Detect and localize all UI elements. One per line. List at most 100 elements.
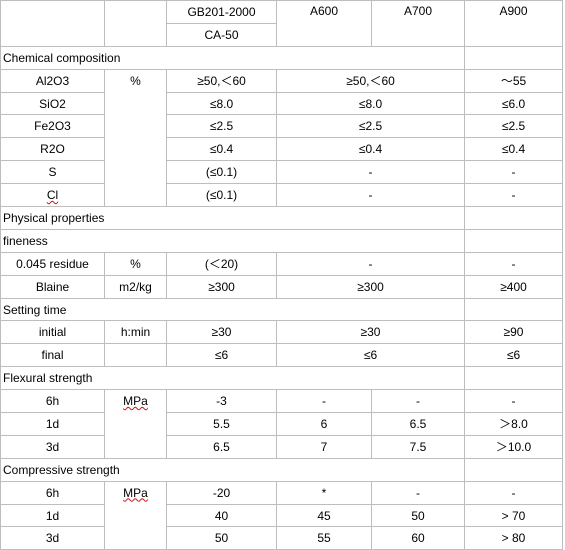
a600-value: 55 [276, 526, 372, 550]
table-row: 3d 50 55 60 > 80 [0, 526, 563, 550]
a600-value: 45 [276, 503, 372, 528]
a700-value: 60 [371, 526, 465, 550]
row-label: 3d [0, 526, 105, 550]
section-flexural: Flexural strength [0, 366, 465, 391]
section-row: Chemical composition [0, 45, 563, 70]
section-compressive: Compressive strength [0, 457, 465, 482]
unit-cell [104, 343, 167, 368]
section-row: Physical properties [0, 206, 563, 230]
gb-value: ≤8.0 [166, 91, 277, 116]
a600-a700-value: - [276, 183, 465, 208]
a900-value: ≤6 [464, 343, 563, 368]
a900-value: ＞10.0 [464, 434, 563, 459]
row-label: 0.045 residue [0, 251, 105, 276]
a600-value: - [276, 389, 372, 414]
table-row: 1d 40 45 50 > 70 [0, 503, 563, 528]
table-row: Cl (≤0.1) - - [0, 183, 563, 208]
header-blank-cell [0, 0, 105, 47]
table-row: SiO2 ≤8.0 ≤8.0 ≤6.0 [0, 91, 563, 116]
row-label: Fe2O3 [0, 114, 105, 139]
blank-cell [464, 228, 563, 253]
a700-value: 50 [371, 503, 465, 528]
header-blank-cell [104, 0, 167, 47]
a600-a700-value: - [276, 251, 465, 276]
row-label: 6h [0, 389, 105, 414]
unit-text: MPa [123, 485, 148, 500]
table-row: initial h:min ≥30 ≥30 ≥90 [0, 320, 563, 345]
blank-cell [464, 457, 563, 482]
header-a900: A900 [464, 0, 563, 47]
table-row: Fe2O3 ≤2.5 ≤2.5 ≤2.5 [0, 114, 563, 139]
table-row: final ≤6 ≤6 ≤6 [0, 343, 563, 368]
gb-value: ≥50,＜60 [166, 68, 277, 93]
a600-a700-value: ≥50,＜60 [276, 68, 465, 93]
gb-value: -20 [166, 480, 277, 505]
unit-cell: h:min [104, 320, 167, 345]
gb-value: (≤0.1) [166, 160, 277, 185]
gb-value: -3 [166, 389, 277, 414]
header-standard: GB201-2000 [166, 0, 277, 24]
a700-value: 6.5 [371, 412, 465, 436]
a900-value: ≤0.4 [464, 137, 563, 162]
a900-value: - [464, 251, 563, 276]
a900-value: ≤6.0 [464, 91, 563, 116]
a900-value: - [464, 389, 563, 414]
row-label: SiO2 [0, 91, 105, 116]
unit-cell: % [104, 68, 167, 208]
gb-value: 50 [166, 526, 277, 550]
a600-value: 7 [276, 434, 372, 459]
row-label: initial [0, 320, 105, 345]
gb-value: (＜20) [166, 251, 277, 276]
a900-value: - [464, 160, 563, 185]
row-label: 1d [0, 503, 105, 528]
unit-cell: % [104, 251, 167, 276]
header-a600: A600 [276, 0, 372, 47]
section-fineness: fineness [0, 228, 465, 253]
table-row: Al2O3 % ≥50,＜60 ≥50,＜60 ～55 [0, 68, 563, 208]
unit-cell: MPa [104, 480, 167, 550]
section-row: Setting time [0, 297, 563, 322]
a600-a700-value: - [276, 160, 465, 185]
row-label: 3d [0, 434, 105, 459]
row-label: Cl [0, 183, 105, 208]
a900-value: ＞8.0 [464, 412, 563, 436]
a600-a700-value: ≤2.5 [276, 114, 465, 139]
gb-value: (≤0.1) [166, 183, 277, 208]
gb-value: 6.5 [166, 434, 277, 459]
a600-value: * [276, 480, 372, 505]
table-row: 6h MPa -20 * - - [0, 480, 563, 550]
a600-a700-value: ≤8.0 [276, 91, 465, 116]
a900-value: > 80 [464, 526, 563, 550]
table-row: R2O ≤0.4 ≤0.4 ≤0.4 [0, 137, 563, 162]
blank-cell [464, 366, 563, 391]
row-label: S [0, 160, 105, 185]
a900-value: ≥90 [464, 320, 563, 345]
a900-value: > 70 [464, 503, 563, 528]
row-label: 6h [0, 480, 105, 505]
header-row: GB201-2000 A600 A700 A900 [0, 0, 563, 47]
unit-cell: m2/kg [104, 274, 167, 299]
blank-cell [464, 45, 563, 70]
row-label: Blaine [0, 274, 105, 299]
row-label: 1d [0, 412, 105, 436]
section-setting: Setting time [0, 297, 465, 322]
row-label: Al2O3 [0, 68, 105, 93]
a900-value: - [464, 183, 563, 208]
section-row: fineness [0, 228, 563, 253]
a900-value: - [464, 480, 563, 505]
a600-value: 6 [276, 412, 372, 436]
row-label: final [0, 343, 105, 368]
a600-a700-value: ≥300 [276, 274, 465, 299]
a900-value: ～55 [464, 68, 563, 93]
table-row: S (≤0.1) - - [0, 160, 563, 185]
section-row: Compressive strength [0, 457, 563, 482]
section-chemical: Chemical composition [0, 45, 465, 70]
unit-cell: MPa [104, 389, 167, 459]
gb-value: ≤6 [166, 343, 277, 368]
gb-value: ≤0.4 [166, 137, 277, 162]
a600-a700-value: ≥30 [276, 320, 465, 345]
section-physical: Physical properties [0, 206, 465, 230]
a900-value: ≥400 [464, 274, 563, 299]
gb-value: 5.5 [166, 412, 277, 436]
